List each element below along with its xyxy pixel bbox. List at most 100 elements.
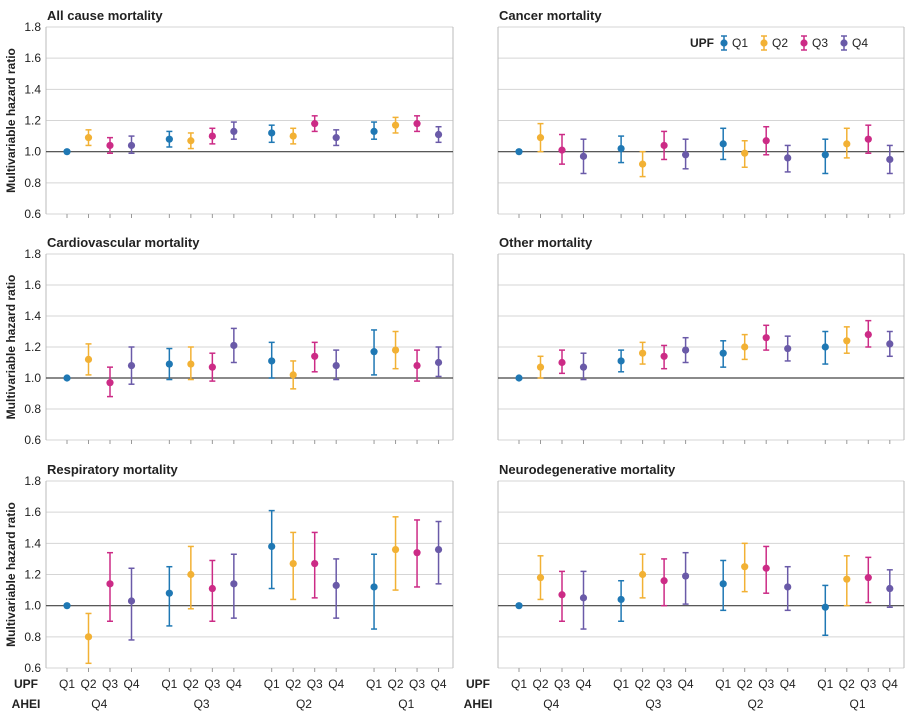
estimate-point — [106, 141, 114, 150]
y-tick-label: 1.0 — [24, 371, 41, 385]
panel-respiratory-mortality: 0.6 0.8 1.0 1.2 1.4 1.6 1.8 Respiratory mortali… — [12, 462, 454, 711]
panel-neurodegenerative-mortality: Neurodegenerative mortality UPF AHEI Q1 Q2 Q3… — [464, 462, 905, 711]
estimate-point — [63, 602, 71, 610]
estimate-point — [208, 584, 216, 593]
y-tick-label: 0.6 — [24, 661, 41, 675]
estimate-point — [434, 545, 443, 554]
estimate-point — [886, 155, 894, 164]
upf-tick-label: Q1 — [264, 677, 280, 691]
estimate-point — [660, 352, 668, 360]
estimate-point — [682, 346, 690, 354]
upf-tick-label: Q2 — [285, 677, 301, 691]
y-tick-label: 1.0 — [24, 599, 41, 613]
estimate-point — [762, 137, 770, 145]
y-tick-label: 1.2 — [24, 340, 41, 354]
estimate-point — [370, 348, 378, 356]
y-tick-label: 1.4 — [24, 536, 41, 550]
estimate-point — [391, 121, 400, 129]
upf-tick-label: Q2 — [839, 677, 855, 691]
estimate-point — [719, 349, 727, 357]
estimate-point — [741, 343, 749, 351]
upf-tick-label: Q2 — [183, 677, 199, 691]
estimate-point — [289, 371, 297, 379]
y-tick-label: 1.8 — [24, 20, 41, 34]
estimate-point — [660, 141, 668, 150]
estimate-point — [719, 140, 727, 148]
estimate-point — [332, 362, 340, 370]
y-tick-label: 1.8 — [24, 247, 41, 261]
estimate-point — [230, 341, 238, 350]
estimate-point — [821, 343, 829, 351]
y-tick-label: 0.8 — [24, 402, 41, 416]
estimate-point — [639, 160, 647, 168]
legend-entry-label: Q3 — [812, 36, 828, 50]
estimate-point — [208, 363, 216, 371]
estimate-point — [370, 583, 378, 591]
y-tick-label: 1.6 — [24, 278, 41, 292]
estimate-point — [821, 151, 829, 159]
estimate-point — [558, 591, 566, 599]
legend-entry-label: Q1 — [732, 36, 748, 50]
estimate-point — [332, 134, 340, 142]
estimate-point — [208, 132, 216, 140]
estimate-point — [311, 120, 319, 128]
estimate-point — [268, 129, 276, 137]
estimate-point — [391, 346, 400, 354]
estimate-point — [332, 581, 340, 590]
estimate-point — [741, 563, 749, 571]
estimate-point — [268, 542, 276, 551]
estimate-point — [864, 574, 872, 582]
estimate-point — [579, 152, 588, 160]
estimate-point — [230, 580, 238, 588]
upf-tick-label: Q4 — [226, 677, 242, 691]
estimate-point — [311, 352, 319, 360]
legend-title: UPF — [690, 36, 714, 50]
upf-tick-label: Q1 — [511, 677, 527, 691]
estimate-point — [741, 149, 749, 157]
y-tick-label: 1.4 — [24, 309, 41, 323]
y-tick-label: 1.4 — [24, 82, 41, 96]
y-tick-label: 1.6 — [24, 505, 41, 519]
upf-tick-label: Q1 — [161, 677, 177, 691]
legend-swatch-point — [720, 39, 728, 47]
estimate-point — [515, 148, 523, 156]
estimate-point — [63, 374, 71, 382]
estimate-point — [127, 362, 136, 370]
panel-title: All cause mortality — [47, 8, 163, 23]
upf-axis-label: UPF — [466, 677, 490, 691]
y-tick-label: 0.8 — [24, 630, 41, 644]
upf-tick-label: Q4 — [123, 677, 139, 691]
estimate-point — [639, 349, 647, 357]
estimate-point — [230, 127, 238, 136]
upf-tick-label: Q4 — [678, 677, 694, 691]
y-tick-label: 1.8 — [24, 474, 41, 488]
y-axis-title: Multivariable hazard ratio — [4, 48, 18, 193]
y-tick-label: 0.6 — [24, 207, 41, 221]
estimate-point — [434, 130, 443, 139]
upf-tick-label: Q2 — [532, 677, 548, 691]
estimate-point — [413, 120, 421, 128]
estimate-point — [821, 603, 829, 611]
panel-title: Cancer mortality — [499, 8, 602, 23]
panel-title: Neurodegenerative mortality — [499, 462, 676, 477]
estimate-point — [165, 360, 173, 368]
upf-tick-label: Q1 — [715, 677, 731, 691]
upf-tick-label: Q2 — [635, 677, 651, 691]
legend-entry-label: Q2 — [772, 36, 788, 50]
upf-tick-label: Q4 — [575, 677, 591, 691]
estimate-point — [579, 363, 588, 371]
upf-tick-label: Q4 — [780, 677, 796, 691]
estimate-point — [843, 337, 851, 345]
upf-tick-label: Q2 — [737, 677, 753, 691]
estimate-point — [762, 334, 770, 342]
ahei-group-label: Q1 — [850, 697, 866, 711]
estimate-point — [84, 134, 93, 142]
estimate-point — [617, 357, 625, 365]
estimate-point — [311, 559, 319, 568]
estimate-point — [106, 379, 114, 387]
ahei-group-label: Q3 — [645, 697, 661, 711]
estimate-point — [682, 151, 690, 159]
estimate-point — [434, 358, 443, 367]
upf-tick-label: Q1 — [366, 677, 382, 691]
ahei-axis-label: AHEI — [12, 697, 41, 711]
